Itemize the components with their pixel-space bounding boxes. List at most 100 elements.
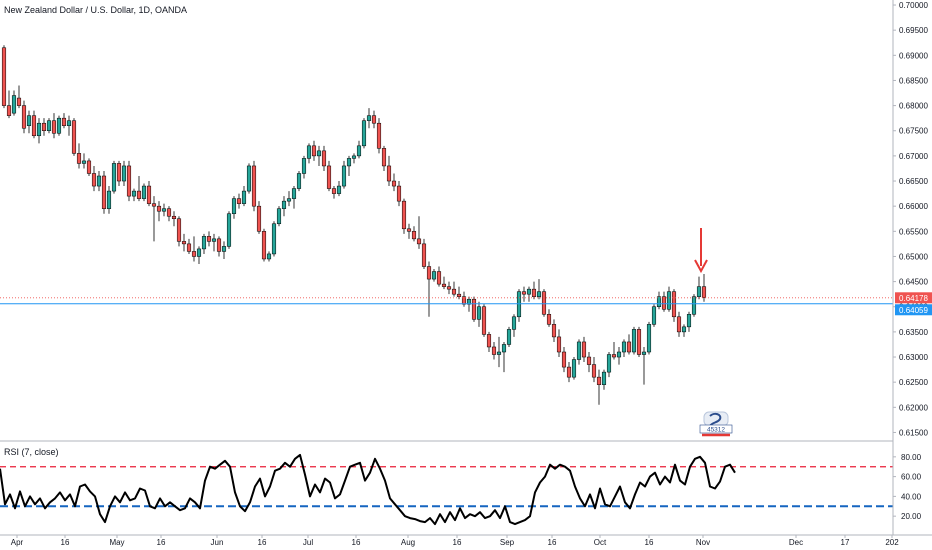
- candle-body-up: [226, 213, 232, 247]
- candle-body-up: [111, 163, 117, 192]
- candle-body-up: [301, 158, 307, 174]
- candle: [491, 341, 497, 360]
- candle-body-down: [371, 115, 377, 124]
- candle-body-up: [601, 371, 607, 385]
- candle: [96, 170, 102, 192]
- candle-body-up: [196, 248, 202, 257]
- candle-body-down: [561, 351, 567, 368]
- candle-body-up: [131, 190, 137, 197]
- candle-body-up: [201, 236, 207, 250]
- candle-body-down: [591, 364, 597, 378]
- price-tick-label: 0.69500: [899, 26, 928, 35]
- candle-body-up: [641, 351, 647, 355]
- candle: [636, 326, 642, 358]
- candle-body-down: [411, 231, 417, 240]
- candle-body-down: [76, 153, 82, 164]
- candle-body-up: [651, 306, 657, 325]
- time-tick-label: 16: [352, 538, 361, 547]
- candle: [341, 160, 347, 189]
- candle-body-up: [246, 165, 252, 192]
- candle: [246, 163, 252, 194]
- candle-body-up: [696, 286, 702, 297]
- candle-body-up: [361, 120, 367, 147]
- candle-body-down: [171, 215, 177, 219]
- candle: [371, 110, 377, 129]
- candle: [171, 211, 177, 227]
- candle: [541, 289, 547, 317]
- candle-body-up: [351, 155, 357, 159]
- candle-body-up: [691, 296, 697, 315]
- candle: [346, 155, 352, 176]
- candle: [671, 289, 677, 322]
- time-tick-label: May: [109, 538, 124, 547]
- candle: [61, 113, 67, 129]
- candle: [566, 362, 572, 383]
- candle: [606, 352, 612, 378]
- candle-body-down: [596, 376, 602, 385]
- candle-body-down: [566, 366, 572, 378]
- candles-layer: [1, 45, 707, 405]
- candle: [551, 319, 557, 342]
- candle: [561, 346, 567, 373]
- candle-body-up: [666, 291, 672, 310]
- price-tick-label: 0.68000: [899, 102, 928, 111]
- candle-body-down: [6, 105, 12, 116]
- candle: [1, 45, 7, 109]
- candle: [51, 113, 57, 139]
- candle: [571, 357, 577, 380]
- candle: [631, 326, 637, 355]
- candle: [351, 153, 357, 164]
- candle: [326, 160, 332, 192]
- candle: [191, 236, 197, 262]
- candle: [601, 369, 607, 390]
- time-tick-label: Nov: [696, 538, 710, 547]
- candle-body-up: [281, 200, 287, 209]
- level-price-tag: 0.64059: [895, 304, 932, 316]
- candle-body-up: [571, 359, 577, 378]
- candle-body-up: [431, 271, 437, 280]
- time-tick-label: 16: [645, 538, 654, 547]
- candle: [81, 153, 87, 169]
- candle: [626, 334, 632, 355]
- candle-body-down: [101, 175, 107, 209]
- time-tick-label: 16: [258, 538, 267, 547]
- candle: [166, 206, 172, 222]
- candle: [261, 228, 267, 262]
- candle-body-down: [661, 296, 667, 310]
- candle-body-up: [66, 120, 72, 126]
- candle: [226, 211, 232, 249]
- candle-body-up: [341, 165, 347, 187]
- candle-body-down: [471, 298, 477, 320]
- watermark-number: 45312: [707, 427, 725, 434]
- candle-body-down: [116, 163, 122, 182]
- candle-body-up: [656, 296, 662, 307]
- price-tick-label: 0.64500: [899, 278, 928, 287]
- candle-body-down: [166, 208, 172, 217]
- candle: [701, 274, 707, 302]
- candle-body-up: [476, 306, 482, 320]
- candle: [611, 341, 617, 360]
- candle: [181, 233, 187, 252]
- candle: [421, 238, 427, 270]
- candle: [141, 183, 147, 202]
- candle: [436, 266, 442, 287]
- candle: [66, 115, 72, 136]
- candle-body-up: [621, 341, 627, 353]
- candle-body-down: [256, 205, 262, 232]
- candle: [476, 301, 482, 327]
- candle-body-up: [576, 341, 582, 360]
- candle: [686, 311, 692, 332]
- candle: [656, 291, 662, 310]
- candle: [666, 286, 672, 312]
- candle-body-down: [151, 203, 157, 207]
- candle-body-down: [206, 236, 212, 242]
- time-tick-label: 16: [453, 538, 462, 547]
- candle: [331, 186, 337, 199]
- candle-body-down: [321, 150, 327, 167]
- candle: [46, 118, 52, 134]
- candle-body-down: [251, 165, 257, 207]
- candle-body-down: [436, 271, 442, 285]
- candle: [71, 118, 77, 156]
- candle-body-down: [611, 354, 617, 358]
- candle: [526, 286, 532, 302]
